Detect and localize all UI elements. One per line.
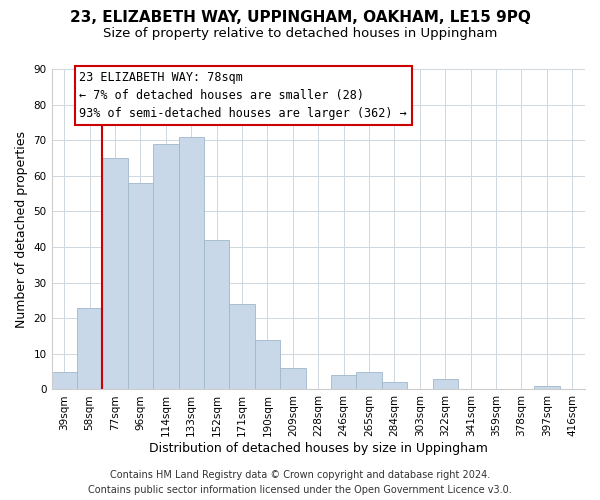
- Text: Size of property relative to detached houses in Uppingham: Size of property relative to detached ho…: [103, 28, 497, 40]
- Bar: [103, 158, 128, 390]
- Bar: [433, 379, 458, 390]
- Bar: [52, 372, 77, 390]
- Bar: [229, 304, 255, 390]
- Text: 23 ELIZABETH WAY: 78sqm
← 7% of detached houses are smaller (28)
93% of semi-det: 23 ELIZABETH WAY: 78sqm ← 7% of detached…: [79, 71, 407, 120]
- Bar: [255, 340, 280, 390]
- Bar: [77, 308, 103, 390]
- Bar: [534, 386, 560, 390]
- Bar: [382, 382, 407, 390]
- Bar: [356, 372, 382, 390]
- Text: Contains HM Land Registry data © Crown copyright and database right 2024.
Contai: Contains HM Land Registry data © Crown c…: [88, 470, 512, 495]
- Bar: [153, 144, 179, 390]
- Y-axis label: Number of detached properties: Number of detached properties: [15, 130, 28, 328]
- Text: 23, ELIZABETH WAY, UPPINGHAM, OAKHAM, LE15 9PQ: 23, ELIZABETH WAY, UPPINGHAM, OAKHAM, LE…: [70, 10, 530, 25]
- Bar: [204, 240, 229, 390]
- Bar: [179, 136, 204, 390]
- Bar: [280, 368, 305, 390]
- X-axis label: Distribution of detached houses by size in Uppingham: Distribution of detached houses by size …: [149, 442, 488, 455]
- Bar: [331, 375, 356, 390]
- Bar: [128, 183, 153, 390]
